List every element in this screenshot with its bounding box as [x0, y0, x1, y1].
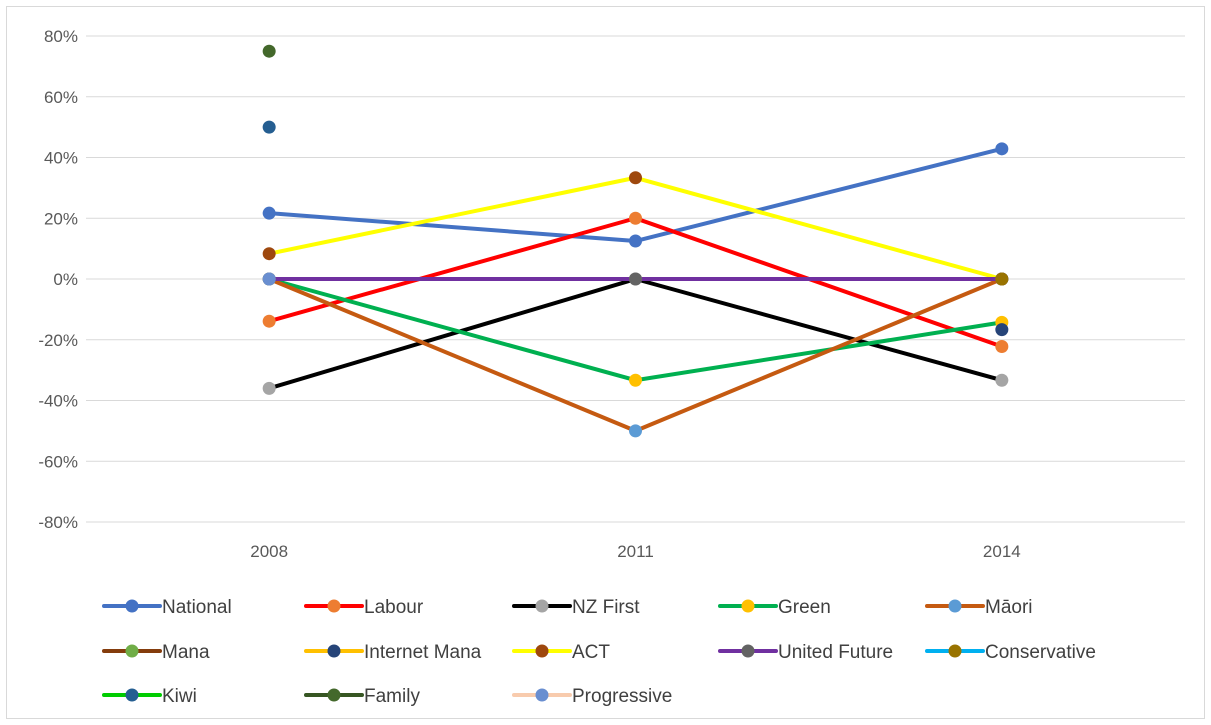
data-point	[262, 314, 276, 328]
legend-label: Conservative	[985, 642, 1096, 663]
legend-marker-swatch	[125, 644, 139, 658]
legend-entry: Kiwi	[102, 686, 197, 707]
legend-label: Internet Mana	[364, 642, 482, 663]
y-tick-label: 40%	[44, 149, 78, 168]
legend-label: Kiwi	[162, 686, 197, 707]
legend-marker-swatch	[535, 688, 549, 702]
legend: National Labour NZ First Green Māori Mana Inte…	[102, 597, 1096, 707]
legend-marker-swatch	[948, 599, 962, 613]
legend-marker-swatch	[741, 599, 755, 613]
x-tick-label: 2008	[250, 542, 288, 561]
legend-label: ACT	[572, 642, 610, 663]
data-point	[995, 339, 1009, 353]
legend-label: United Future	[778, 642, 893, 663]
y-tick-label: 60%	[44, 88, 78, 107]
legend-entry: Green	[718, 597, 831, 618]
data-point	[262, 206, 276, 220]
data-point	[995, 272, 1009, 286]
data-point	[995, 323, 1009, 337]
legend-marker-swatch	[535, 644, 549, 658]
data-point	[995, 373, 1009, 387]
series-markers	[262, 44, 1009, 438]
legend-marker-swatch	[327, 599, 341, 613]
legend-label: Labour	[364, 597, 424, 618]
legend-label: Progressive	[572, 686, 672, 707]
legend-marker-swatch	[948, 644, 962, 658]
y-tick-label: 20%	[44, 209, 78, 228]
data-point	[262, 247, 276, 261]
legend-label: Family	[364, 686, 420, 707]
legend-entry: National	[102, 597, 232, 618]
y-tick-label: -20%	[38, 331, 78, 350]
legend-label: Green	[778, 597, 831, 618]
legend-entry: Internet Mana	[304, 642, 482, 663]
series-line	[267, 175, 1004, 281]
legend-entry: Family	[304, 686, 420, 707]
legend-label: Māori	[985, 597, 1033, 618]
legend-marker-swatch	[327, 688, 341, 702]
data-point	[629, 424, 642, 438]
data-point	[262, 120, 276, 134]
legend-label: National	[162, 597, 232, 618]
data-point	[262, 272, 276, 286]
y-tick-label: -60%	[38, 452, 78, 471]
data-point	[629, 234, 642, 248]
legend-marker-swatch	[327, 644, 341, 658]
legend-entry: United Future	[718, 642, 893, 663]
y-tick-label: -40%	[38, 392, 78, 411]
legend-entry: Māori	[925, 597, 1033, 618]
x-axis-ticks: 2008 2011 2014	[250, 542, 1020, 561]
legend-marker-swatch	[535, 599, 549, 613]
y-tick-label: 80%	[44, 27, 78, 46]
gridlines	[86, 35, 1185, 523]
legend-entry: Progressive	[512, 686, 672, 707]
series-line	[267, 277, 1004, 383]
legend-entry: Conservative	[925, 642, 1096, 663]
data-point	[629, 211, 642, 225]
legend-label: Mana	[162, 642, 210, 663]
y-tick-label: 0%	[53, 270, 78, 289]
legend-label: NZ First	[572, 597, 640, 618]
data-point	[262, 381, 276, 395]
data-point	[995, 142, 1009, 156]
chart-frame	[6, 6, 1205, 719]
data-point	[629, 272, 642, 286]
data-point	[629, 171, 642, 185]
legend-entry: Labour	[304, 597, 424, 618]
legend-marker-swatch	[125, 599, 139, 613]
series-line	[267, 146, 1004, 244]
series-lines	[267, 146, 1004, 433]
x-tick-label: 2014	[983, 542, 1021, 561]
legend-marker-swatch	[741, 644, 755, 658]
legend-entry: NZ First	[512, 597, 640, 618]
series-line	[267, 277, 1004, 391]
x-tick-label: 2011	[617, 542, 654, 561]
legend-entry: ACT	[512, 642, 610, 663]
y-axis-ticks: 80% 60% 40% 20% 0% -20% -40% -60% -80%	[38, 27, 78, 532]
y-tick-label: -80%	[38, 513, 78, 532]
legend-marker-swatch	[125, 688, 139, 702]
data-point	[629, 373, 642, 387]
legend-entry: Mana	[102, 642, 210, 663]
data-point	[262, 44, 276, 58]
